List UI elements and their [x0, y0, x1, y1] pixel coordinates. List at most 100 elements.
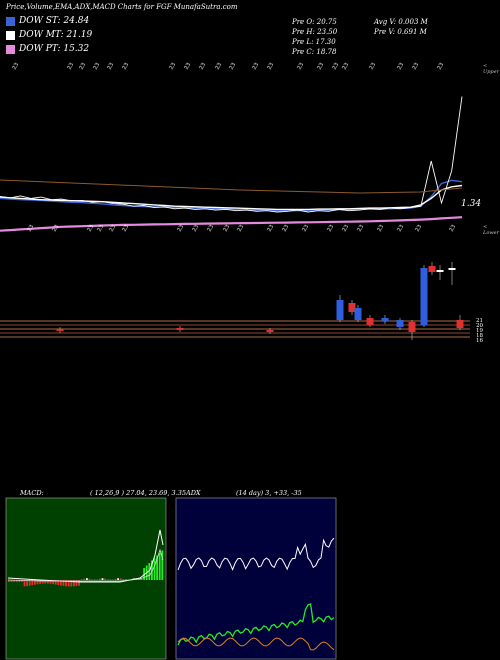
- adx-panel-bg: [175, 497, 337, 660]
- candle-body: [366, 318, 374, 325]
- macd-histogram-bar: [62, 580, 65, 586]
- volume-price-label: 18: [476, 333, 483, 339]
- bottom-date-label: 23: [87, 224, 96, 233]
- macd-histogram-bar: [44, 580, 47, 584]
- bottom-date-label: 23: [377, 224, 386, 233]
- macd-histogram-bar: [83, 578, 86, 580]
- pre-volume: Pre V: 0.691 M: [374, 28, 427, 36]
- bottom-date-label: 23: [223, 224, 232, 233]
- candle-body: [436, 270, 444, 272]
- macd-histogram-bar: [57, 580, 60, 586]
- bottom-date-label: 23: [415, 224, 424, 233]
- bottom-date-label: 23: [449, 224, 458, 233]
- ohlc-right: Avg V: 0.003 M Pre V: 0.691 M: [374, 17, 428, 37]
- macd-histogram-bar: [75, 580, 78, 587]
- macd-histogram-bar: [122, 579, 125, 580]
- macd-histogram-bar: [156, 555, 158, 580]
- macd-histogram-bar: [86, 578, 88, 580]
- macd-histogram-bar: [39, 580, 41, 584]
- macd-histogram-bar: [148, 563, 151, 580]
- series-line-3: [0, 96, 463, 213]
- bottom-date-label: 23: [302, 224, 311, 233]
- macd-histogram-bar: [88, 578, 91, 580]
- legend-swatch-pt: [6, 44, 15, 54]
- pre-open: Pre O: 20.75: [292, 18, 337, 26]
- candle-body: [448, 268, 456, 270]
- legend-dow-st: DOW ST: 24.84: [6, 16, 89, 26]
- volume-price-label: 16: [476, 338, 483, 344]
- top-date-label: 23: [317, 62, 326, 71]
- macd-histogram-bar: [73, 580, 75, 587]
- macd-histogram-bar: [23, 580, 26, 587]
- top-date-label: 23: [199, 62, 208, 71]
- volume-price-levels: [0, 320, 470, 338]
- legend-swatch-mt: [6, 30, 15, 40]
- candle-body: [408, 322, 416, 332]
- macd-histogram-bar: [13, 580, 15, 582]
- legend-dow-pt: DOW PT: 15.32: [6, 44, 89, 54]
- macd-histogram-bar: [80, 579, 83, 580]
- chart-title: Price,Volume,EMA,ADX,MACD Charts for FGF…: [6, 3, 238, 11]
- bottom-date-label: 23: [207, 224, 216, 233]
- top-date-label: 23: [267, 62, 276, 71]
- legend-label-mt: DOW MT: 21.19: [19, 30, 93, 40]
- top-date-label: 23: [93, 62, 102, 71]
- macd-histogram-bar: [36, 580, 39, 585]
- macd-histogram-bar: [117, 578, 119, 580]
- bottom-date-label: 23: [237, 224, 246, 233]
- macd-histogram-bar: [114, 578, 117, 580]
- candle-body: [420, 268, 428, 325]
- macd-histogram-bar: [153, 558, 156, 580]
- top-date-label: 23: [229, 62, 238, 71]
- macd-histogram-bar: [99, 578, 101, 580]
- macd-histogram-bar: [34, 580, 36, 585]
- top-date-labels: 23 23 23 23 23 23 23 23 23 23 23 23 23 23 23 23 23 23 23 23…: [12, 62, 446, 71]
- macd-histogram-bar: [52, 580, 54, 585]
- candle-body: [348, 303, 356, 312]
- macd-histogram-bar: [104, 578, 106, 580]
- macd-histogram-bar: [15, 580, 18, 582]
- macd-histogram-bar: [161, 550, 164, 580]
- bottom-date-label: 23: [52, 224, 61, 233]
- top-date-label: 23: [122, 62, 131, 71]
- macd-histogram-bar: [96, 579, 99, 580]
- volume-price-label: 19: [476, 328, 483, 334]
- series-line-1: [0, 184, 463, 211]
- candle-body: [176, 328, 184, 330]
- adx-line: [177, 537, 335, 571]
- upper-note: < Upper: [483, 63, 499, 75]
- top-date-label: 23: [412, 62, 421, 71]
- last-price-label: 1.34: [461, 199, 481, 209]
- macd-histogram-bar: [60, 580, 62, 586]
- bottom-date-label: 23: [327, 224, 336, 233]
- macd-histogram-bar: [78, 580, 80, 586]
- legend-label-st: DOW ST: 24.84: [19, 16, 90, 26]
- candle-body: [381, 318, 389, 321]
- macd-histogram-bar: [21, 580, 23, 582]
- bottom-date-label: 23: [397, 224, 406, 233]
- top-date-label: 23: [67, 62, 76, 71]
- macd-histogram-bar: [18, 580, 21, 582]
- macd-histogram-bar: [143, 568, 145, 580]
- top-date-label: 23: [397, 62, 406, 71]
- macd-histogram-bar: [70, 580, 73, 587]
- macd-series: [7, 529, 164, 587]
- bottom-date-label: 23: [97, 224, 106, 233]
- top-date-label: 23: [297, 62, 306, 71]
- legend-dow-mt: DOW MT: 21.19: [6, 30, 92, 40]
- top-date-label: 23: [79, 62, 88, 71]
- top-date-label: 23: [342, 62, 351, 71]
- top-date-label: 23: [107, 62, 116, 71]
- legend-swatch-st: [6, 16, 15, 26]
- adx-values: (14 day) 3, +33, -35: [236, 489, 302, 497]
- top-date-label: 23: [332, 62, 341, 71]
- candlesticks: [56, 262, 464, 340]
- macd-histogram-bar: [49, 580, 52, 584]
- top-date-label: 23: [369, 62, 378, 71]
- top-date-label: 23: [184, 62, 193, 71]
- macd-histogram-bar: [106, 579, 109, 580]
- plus-di-line: [177, 603, 335, 646]
- candle-body: [456, 320, 464, 328]
